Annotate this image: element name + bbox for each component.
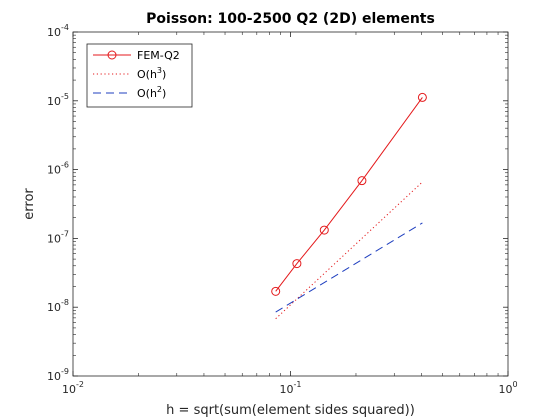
y-tick-label: 10-9 bbox=[47, 367, 69, 383]
x-axis-label: h = sqrt(sum(element sides squared)) bbox=[166, 403, 415, 418]
y-tick-label: 10-4 bbox=[47, 23, 69, 39]
legend-entry-0: FEM-Q2 bbox=[137, 49, 180, 62]
legend-entry-1: O(h3) bbox=[137, 66, 166, 81]
y-tick-label: 10-5 bbox=[47, 92, 69, 108]
y-tick-label: 10-6 bbox=[47, 161, 69, 177]
y-tick-label: 10-8 bbox=[47, 298, 69, 314]
y-tick-label: 10-7 bbox=[47, 229, 69, 245]
legend-marker bbox=[107, 50, 117, 60]
data-point bbox=[319, 225, 329, 235]
x-tick-label: 100 bbox=[498, 380, 517, 396]
x-tick-label: 10-2 bbox=[62, 380, 84, 396]
series-line-0 bbox=[275, 97, 423, 292]
series-line-2 bbox=[275, 222, 423, 313]
x-tick-label: 10-1 bbox=[280, 380, 302, 396]
chart-title: Poisson: 100-2500 Q2 (2D) elements bbox=[146, 11, 435, 27]
data-point bbox=[417, 92, 427, 102]
y-axis-label: error bbox=[22, 188, 37, 220]
data-point bbox=[357, 176, 367, 186]
legend-entry-2: O(h2) bbox=[137, 85, 166, 100]
data-point bbox=[271, 286, 281, 296]
data-point bbox=[292, 259, 302, 269]
